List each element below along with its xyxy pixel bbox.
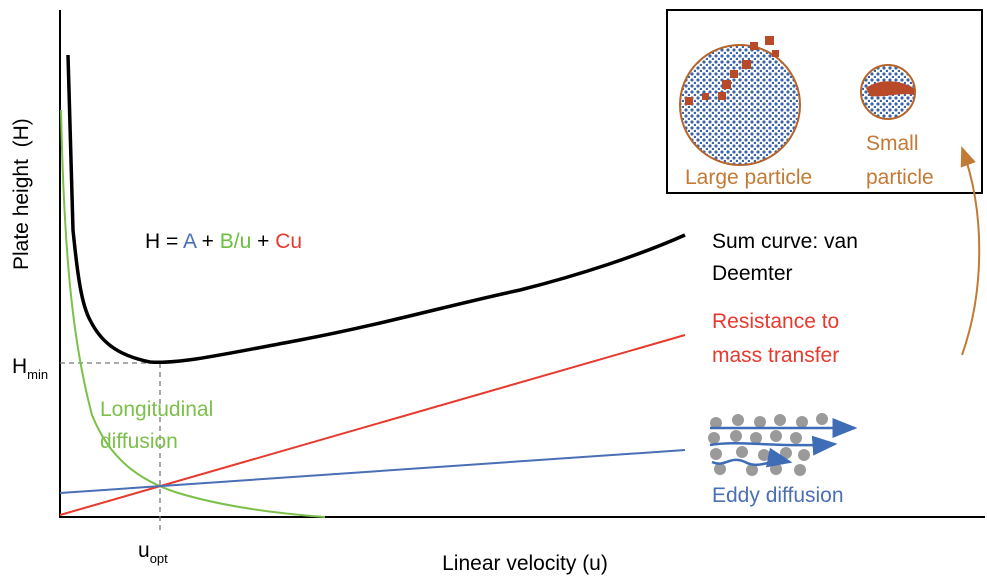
resistance-label: Resistance to: [712, 310, 839, 333]
longitudinal-curve: [61, 110, 325, 517]
inset-label: Small: [866, 132, 919, 155]
inset-label: Large particle: [685, 166, 812, 189]
diagram: Plate height (H) Linear velocity (u) Hmi…: [0, 0, 987, 581]
inset: Large particle Small particle: [667, 10, 982, 193]
u-opt: uopt: [138, 539, 168, 566]
equation: H = A + B/u + Cu: [145, 230, 302, 253]
sum-curve: [68, 55, 685, 362]
u-opt-sub: opt: [150, 551, 168, 566]
eq-part: H =: [145, 230, 183, 253]
h-min-sub: min: [27, 367, 48, 382]
eq-part: B/u: [220, 230, 252, 253]
resistance-label: mass transfer: [712, 344, 839, 367]
longitudinal-label: diffusion: [100, 430, 178, 453]
eq-part: +: [251, 230, 275, 253]
eq-part: Cu: [275, 230, 302, 253]
h-min-base: H: [12, 355, 27, 378]
eddy-icon: [708, 413, 855, 476]
sum-label: Sum curve: van: [712, 230, 858, 253]
h-min: Hmin: [12, 355, 48, 382]
sum-label: Deemter: [712, 262, 793, 285]
eddy-label: Eddy diffusion: [712, 484, 844, 507]
longitudinal-label: Longitudinal: [100, 398, 213, 421]
u-opt-base: u: [138, 539, 150, 562]
eq-part: +: [196, 230, 220, 253]
inset-label: particle: [866, 166, 934, 189]
eddy-line: [60, 450, 685, 493]
x-axis-label: Linear velocity (u): [442, 552, 608, 575]
y-axis-label: Plate height (H): [10, 118, 33, 270]
